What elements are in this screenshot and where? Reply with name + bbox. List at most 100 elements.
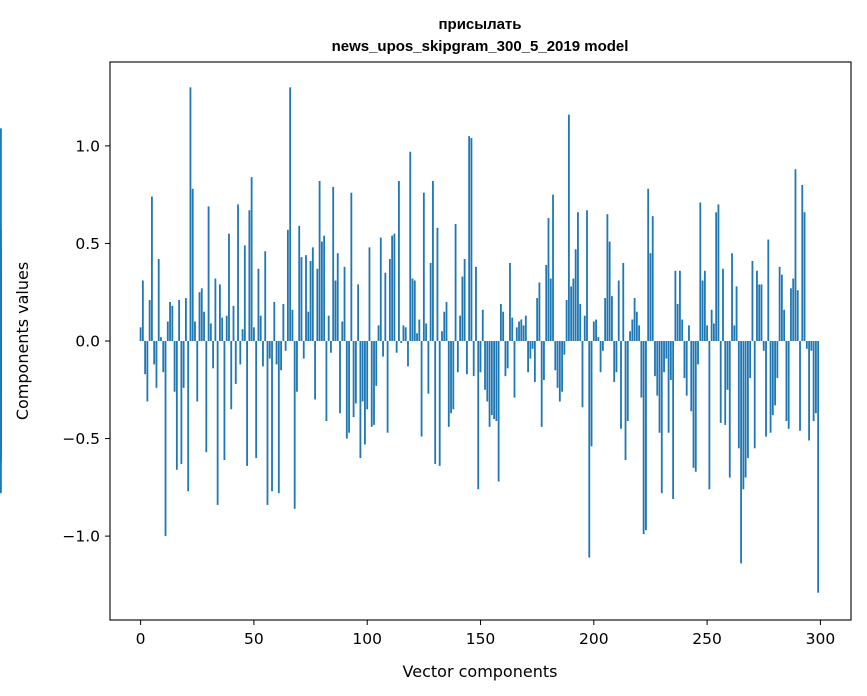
bar-20	[185, 298, 187, 341]
bar-283	[780, 274, 783, 341]
bar-76	[311, 247, 314, 341]
bar-294	[805, 341, 808, 349]
bar-7	[155, 341, 158, 388]
bar-55	[264, 251, 267, 341]
bar-32	[212, 341, 215, 369]
bar-260	[728, 341, 731, 478]
bar-291	[799, 341, 801, 431]
bar-103	[373, 341, 375, 425]
bar-25	[196, 341, 199, 402]
bar-39	[228, 233, 230, 341]
bar-261	[731, 253, 733, 341]
bar-145	[468, 136, 471, 341]
bar-111	[391, 235, 394, 341]
bar-265	[740, 341, 742, 564]
bar-131	[436, 227, 439, 341]
bar-257	[722, 268, 724, 341]
bar-33	[214, 278, 217, 341]
bar-49	[250, 177, 253, 341]
bar-124	[420, 341, 423, 437]
bar-248	[701, 280, 704, 341]
bar-238	[679, 270, 681, 341]
bar-60	[275, 341, 278, 365]
bar-161	[504, 341, 507, 377]
bar-132	[438, 341, 441, 466]
bar-289	[794, 169, 797, 341]
bar-150	[479, 341, 482, 373]
bar-266	[742, 341, 745, 490]
bar-174	[533, 341, 536, 382]
bar-85	[332, 186, 335, 341]
bar-280	[774, 341, 776, 406]
bar-94	[352, 341, 355, 418]
bar-90	[343, 266, 346, 341]
bar-184	[556, 341, 559, 388]
bar-200	[592, 321, 595, 341]
bar-136	[447, 341, 450, 427]
bar-293	[803, 212, 806, 341]
bar-122	[416, 333, 418, 341]
bar-80	[320, 241, 323, 341]
bar-64	[284, 341, 287, 351]
x-tick-label: 150	[466, 630, 496, 648]
bar-48	[248, 210, 251, 341]
bar-216	[629, 331, 631, 341]
x-tick-label: 300	[806, 630, 836, 648]
bar-35	[219, 284, 221, 341]
x-tick-label: 50	[244, 630, 264, 648]
bar-0	[139, 327, 142, 341]
bar-254	[715, 212, 718, 341]
bar-237	[676, 303, 679, 341]
bar-162	[506, 341, 509, 369]
bar-239	[681, 319, 684, 341]
x-tick-label: 250	[692, 630, 722, 648]
bar-52	[257, 268, 260, 341]
bar-154	[488, 341, 491, 427]
bar-199	[590, 341, 593, 447]
bar-24	[194, 321, 196, 341]
y-tick-label: −0.5	[62, 430, 100, 448]
bar-96	[357, 284, 360, 341]
bar-43	[237, 204, 239, 341]
bar-89	[341, 321, 344, 341]
bar-99	[364, 341, 366, 445]
bar-57	[268, 341, 271, 359]
bar-176	[538, 282, 541, 341]
bar-262	[733, 325, 736, 341]
bar-101	[368, 247, 371, 341]
bar-172	[529, 341, 532, 359]
bar-83	[327, 315, 330, 341]
bar-27	[200, 288, 203, 341]
bar-140	[456, 341, 459, 373]
bar-220	[638, 325, 641, 341]
bar-251	[708, 341, 711, 490]
bar-240	[683, 341, 686, 379]
bar-62	[280, 341, 282, 371]
bar-31	[209, 323, 212, 341]
bar-92	[348, 341, 350, 433]
bar-26	[198, 292, 201, 341]
bar-12	[166, 321, 169, 341]
bar-250	[706, 325, 709, 341]
bar-213	[622, 262, 625, 341]
bar-206	[606, 214, 609, 341]
bar-13	[169, 301, 171, 341]
y-tick-label: 0.0	[75, 333, 100, 351]
bar-277	[767, 239, 770, 341]
bar-253	[713, 323, 715, 341]
bar-195	[581, 341, 584, 408]
bar-210	[615, 341, 618, 373]
bar-65	[286, 229, 289, 341]
bar-93	[350, 192, 353, 341]
bar-287	[790, 288, 792, 341]
bar-128	[429, 262, 432, 341]
bar-177	[540, 341, 543, 427]
bar-53	[259, 315, 262, 341]
bar-149	[477, 341, 480, 490]
bar-258	[724, 341, 727, 425]
x-tick-label: 200	[579, 630, 609, 648]
y-tick-label: −1.0	[62, 528, 100, 546]
bar-47	[246, 341, 248, 466]
bar-231	[663, 341, 665, 373]
